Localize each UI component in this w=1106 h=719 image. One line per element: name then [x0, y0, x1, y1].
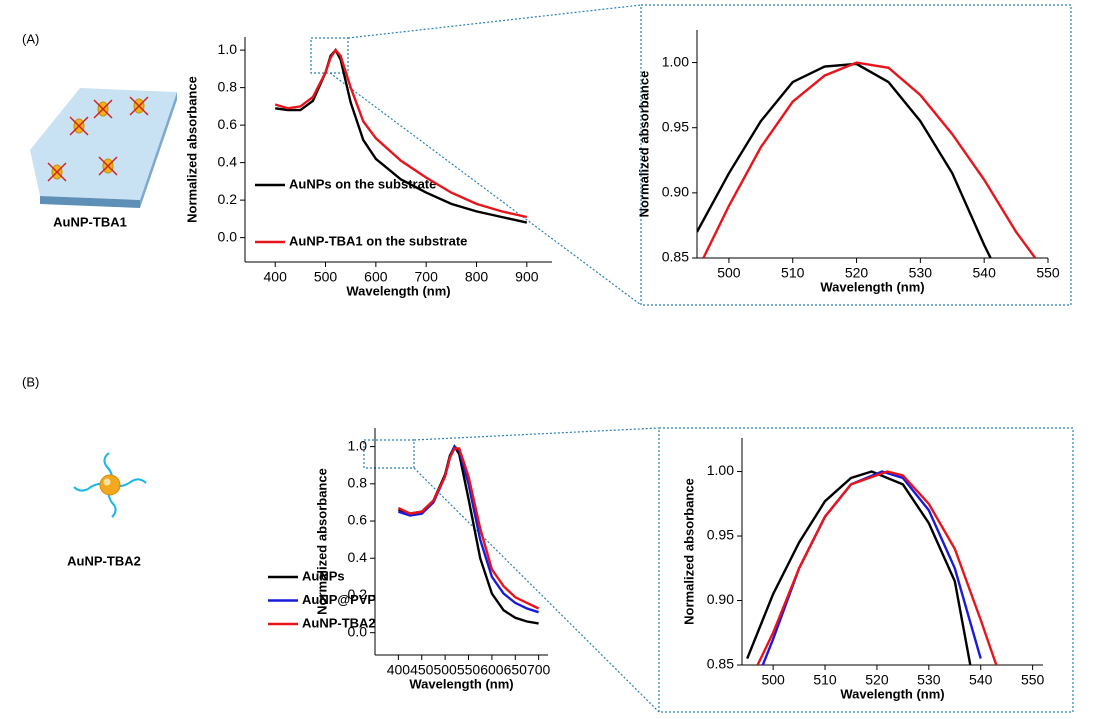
y-tick-label: 0.2 — [218, 191, 238, 207]
y-tick-label: 0.95 — [707, 527, 734, 543]
x-tick-label: 800 — [465, 269, 489, 285]
legend-label: AuNPs on the substrate — [289, 176, 436, 191]
x-tick-label: 700 — [527, 662, 551, 678]
panel-label: (B) — [22, 374, 39, 389]
y-axis-label: Normalized absorbance — [184, 76, 199, 223]
x-tick-label: 600 — [364, 269, 388, 285]
x-axis-label: Wavelength (nm) — [409, 676, 513, 691]
series-line — [275, 48, 528, 224]
y-tick-label: 0.90 — [707, 591, 734, 607]
x-tick-label: 510 — [781, 265, 805, 281]
y-tick-label: 0.2 — [348, 586, 368, 602]
y-tick-label: 0.8 — [218, 78, 238, 94]
legend-label: AuNP-TBA2 — [302, 615, 376, 630]
x-tick-label: 550 — [1021, 672, 1045, 688]
x-tick-label: 500 — [761, 672, 785, 688]
y-tick-label: 0.85 — [662, 249, 689, 265]
series-line — [697, 62, 992, 258]
x-axis-label: Wavelength (nm) — [840, 686, 944, 701]
legend-label: AuNPs — [302, 568, 345, 583]
y-tick-label: 0.0 — [348, 623, 368, 639]
x-axis-label: Wavelength (nm) — [346, 283, 450, 298]
x-tick-label: 510 — [813, 672, 837, 688]
x-tick-label: 530 — [909, 265, 933, 281]
y-axis-label: Normalized absorbance — [636, 71, 651, 218]
series-line — [756, 470, 998, 665]
sample-label: AuNP-TBA1 — [53, 214, 127, 229]
x-tick-label: 500 — [717, 265, 741, 281]
y-tick-label: 0.95 — [662, 118, 689, 134]
y-axis-label: Normalized absorbance — [314, 468, 329, 615]
y-tick-label: 0.4 — [218, 153, 238, 169]
x-tick-label: 550 — [457, 662, 481, 678]
x-tick-label: 550 — [1036, 265, 1060, 281]
y-tick-label: 0.6 — [218, 116, 238, 132]
y-tick-label: 0.8 — [348, 475, 368, 491]
y-tick-label: 1.0 — [348, 437, 368, 453]
x-tick-label: 540 — [969, 672, 993, 688]
schematic-substrate — [30, 88, 177, 208]
x-tick-label: 400 — [387, 662, 411, 678]
y-tick-label: 1.00 — [707, 462, 734, 478]
schematic-particle — [73, 452, 147, 518]
x-tick-label: 520 — [845, 265, 869, 281]
sample-label: AuNP-TBA2 — [67, 553, 141, 568]
zoom-indicator — [310, 4, 1074, 713]
x-tick-label: 540 — [973, 265, 997, 281]
series-line — [746, 470, 972, 665]
y-tick-label: 0.0 — [218, 228, 238, 244]
x-tick-label: 650 — [504, 662, 528, 678]
series-line — [274, 48, 528, 219]
x-tick-label: 400 — [264, 269, 288, 285]
x-axis-label: Wavelength (nm) — [820, 279, 924, 294]
series-line — [702, 61, 1037, 258]
y-tick-label: 0.6 — [348, 512, 368, 528]
y-axis-label: Normalized absorbance — [681, 478, 696, 625]
legend-label: AuNP-TBA1 on the substrate — [289, 233, 467, 248]
x-tick-label: 520 — [865, 672, 889, 688]
legend-label: AuNP@PVP — [302, 592, 376, 607]
y-tick-label: 1.00 — [662, 53, 689, 69]
series-line — [398, 444, 539, 614]
panel-label: (A) — [22, 31, 39, 46]
x-tick-label: 700 — [415, 269, 439, 285]
x-tick-label: 500 — [314, 269, 338, 285]
x-tick-label: 500 — [433, 662, 457, 678]
x-tick-label: 450 — [410, 662, 434, 678]
y-tick-label: 0.4 — [348, 549, 368, 565]
y-tick-label: 0.85 — [707, 656, 734, 672]
y-tick-label: 1.0 — [218, 41, 238, 57]
series-line — [397, 447, 540, 610]
x-tick-label: 600 — [480, 662, 504, 678]
x-tick-label: 900 — [515, 269, 539, 285]
y-tick-label: 0.90 — [662, 184, 689, 200]
x-tick-label: 530 — [917, 672, 941, 688]
